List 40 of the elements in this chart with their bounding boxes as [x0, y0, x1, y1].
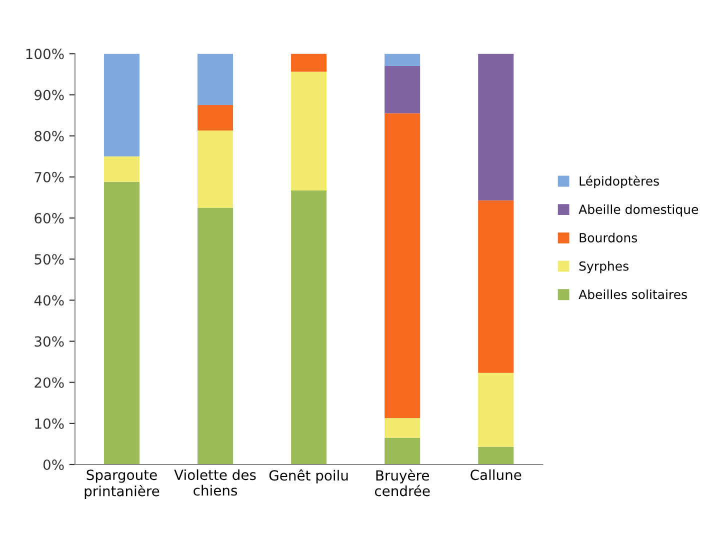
bar — [198, 54, 234, 106]
x-tick-label: Violette des chiens — [174, 469, 256, 496]
bar — [198, 105, 234, 131]
x-tick-label: Callune — [470, 469, 522, 480]
bar — [478, 200, 514, 373]
bar — [478, 372, 514, 447]
legend-label: Abeilles solitaires — [578, 289, 687, 300]
bar — [384, 54, 420, 66]
y-tick-label: 90% — [34, 90, 64, 100]
y-tick-label: 30% — [34, 336, 64, 347]
x-tick-label: Genêt poilu — [269, 469, 348, 484]
bar — [478, 446, 514, 465]
y-tick-label: 10% — [35, 418, 64, 429]
bar — [478, 54, 514, 200]
bar — [291, 72, 327, 190]
x-tick-label: Spargoute printanière — [84, 470, 160, 500]
y-tick-label: 50% — [34, 254, 64, 265]
y-tick-label: 80% — [34, 130, 64, 142]
bar — [384, 418, 420, 438]
y-tick-label: 20% — [34, 377, 64, 388]
bar — [291, 190, 327, 465]
legend-label: Abeille domestique — [578, 204, 698, 217]
bar — [198, 130, 234, 208]
bar — [104, 156, 140, 182]
legend-label: Bourdons — [580, 232, 638, 242]
y-tick-label: 100% — [26, 48, 64, 60]
bar — [384, 438, 420, 465]
y-tick-label: 70% — [34, 172, 64, 182]
legend-label: Syrphes — [579, 261, 628, 274]
bar — [198, 208, 234, 465]
y-tick-label: 40% — [34, 295, 64, 306]
bar — [104, 182, 140, 465]
bar — [291, 54, 327, 72]
bar — [384, 113, 420, 418]
bar — [104, 54, 140, 156]
y-tick-label: 60% — [34, 212, 64, 224]
y-tick-label: 0% — [43, 459, 64, 470]
x-tick-label: Bruyère cendrée — [374, 469, 430, 496]
bar — [384, 66, 420, 114]
legend-label: Lépidoptères — [580, 176, 659, 188]
